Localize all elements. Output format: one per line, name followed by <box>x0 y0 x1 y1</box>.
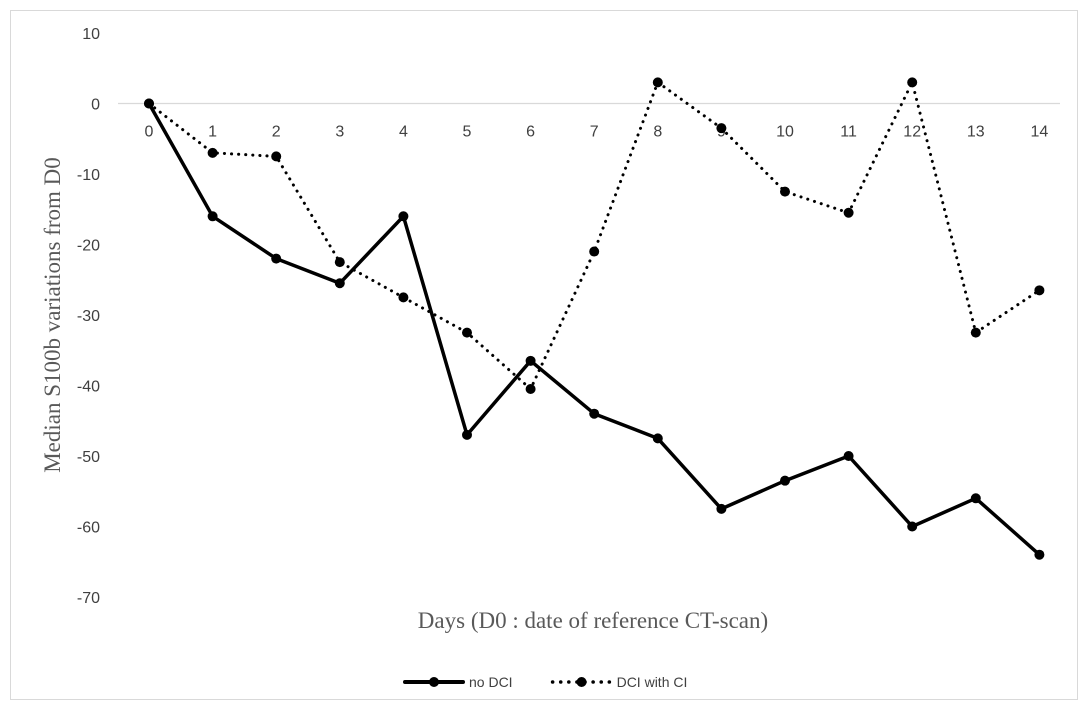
y-tick-label: 10 <box>82 26 100 43</box>
data-point-series-2 <box>780 186 790 197</box>
x-tick-label: 10 <box>776 124 794 141</box>
data-point-series-1 <box>780 475 790 486</box>
data-point-series-1 <box>907 521 918 532</box>
data-point-series-2 <box>652 77 663 88</box>
legend-label-series-1: no DCI <box>469 674 513 690</box>
data-point-series-2 <box>207 147 218 158</box>
data-point-series-1 <box>525 355 536 366</box>
data-point-series-1 <box>589 408 600 419</box>
data-point-series-1 <box>843 451 854 461</box>
y-tick-label: -30 <box>77 308 100 325</box>
x-tick-label: 8 <box>653 124 662 141</box>
data-point-series-2 <box>271 151 282 162</box>
data-point-series-1 <box>398 211 409 222</box>
y-tick-label: -40 <box>77 379 100 396</box>
x-tick-label: 13 <box>967 124 985 141</box>
data-point-series-1 <box>716 503 727 514</box>
data-point-series-2 <box>144 98 154 109</box>
data-point-series-1 <box>334 278 345 289</box>
data-point-series-1 <box>271 253 282 264</box>
x-tick-label: 12 <box>903 124 921 141</box>
y-tick-label: -20 <box>77 238 100 255</box>
x-tick-label: 0 <box>145 124 154 141</box>
x-tick-label: 4 <box>399 124 408 141</box>
data-point-series-2 <box>398 292 409 303</box>
data-point-series-2 <box>716 123 727 134</box>
data-point-series-1 <box>207 211 218 222</box>
y-tick-label: 0 <box>91 97 100 114</box>
y-tick-label: -70 <box>77 590 100 607</box>
x-tick-label: 5 <box>463 124 472 141</box>
x-tick-label: 1 <box>208 124 217 141</box>
y-tick-label: -60 <box>77 520 100 537</box>
data-point-series-2 <box>970 327 981 338</box>
legend-label-series-2: DCI with CI <box>617 674 688 690</box>
legend-marker-series-2 <box>576 677 587 687</box>
x-tick-label: 7 <box>590 124 599 141</box>
x-tick-label: 6 <box>526 124 535 141</box>
data-point-series-2 <box>525 384 536 395</box>
chart-frame <box>10 10 1078 700</box>
data-point-series-1 <box>652 433 663 444</box>
data-point-series-2 <box>462 327 472 338</box>
data-point-series-1 <box>970 493 981 504</box>
y-axis-title: Median S100b variations from D0 <box>40 157 65 473</box>
data-point-series-1 <box>462 429 472 440</box>
legend-marker-series-1 <box>429 677 439 687</box>
data-point-series-2 <box>1034 285 1045 296</box>
series-line-2 <box>147 80 1041 391</box>
x-tick-label: 3 <box>335 124 344 141</box>
y-tick-label: -50 <box>77 449 100 466</box>
data-point-series-1 <box>1034 549 1045 560</box>
legend: no DCI DCI with CI <box>403 674 688 690</box>
x-tick-label: 14 <box>1031 124 1049 141</box>
data-point-series-2 <box>334 257 345 268</box>
x-tick-label: 2 <box>272 124 281 141</box>
x-axis-title: Days (D0 : date of reference CT-scan) <box>418 608 768 633</box>
data-point-series-2 <box>589 246 600 257</box>
data-point-series-2 <box>907 77 918 88</box>
data-point-series-2 <box>843 207 854 218</box>
x-tick-label: 11 <box>840 124 857 141</box>
series-line-1 <box>147 101 1042 557</box>
y-tick-label: -10 <box>77 167 100 184</box>
